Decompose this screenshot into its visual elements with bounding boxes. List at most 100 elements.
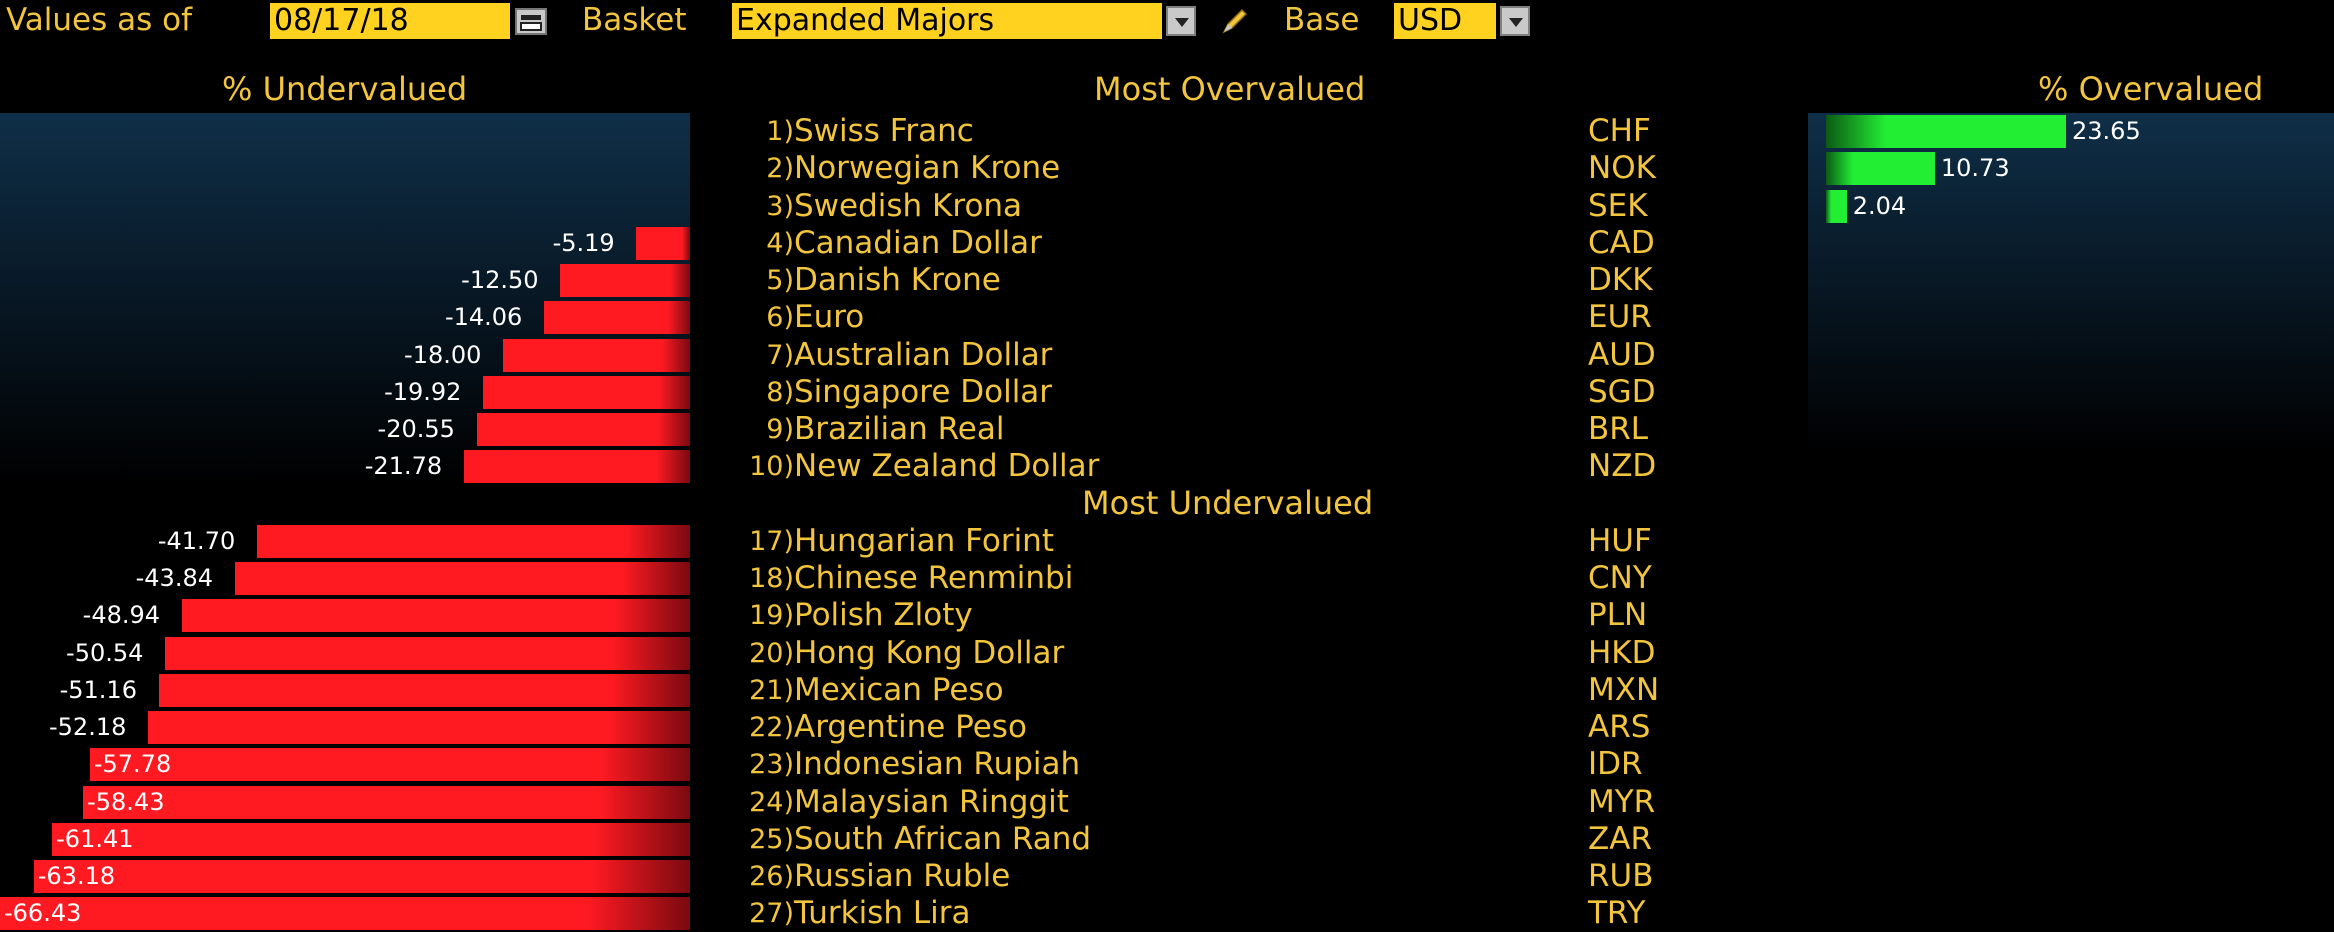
basket-select[interactable]: Expanded Majors bbox=[732, 3, 1162, 39]
currency-code: DKK bbox=[1588, 262, 1653, 298]
currency-name[interactable]: Euro bbox=[794, 299, 865, 336]
base-label: Base bbox=[1284, 2, 1360, 38]
currency-name[interactable]: Chinese Renminbi bbox=[794, 560, 1074, 596]
value-bar bbox=[89, 748, 690, 782]
most-overvalued-title: Most Overvalued bbox=[1094, 70, 1366, 108]
value-label: -41.70 bbox=[157, 526, 236, 555]
rank-label: 17) bbox=[749, 525, 794, 557]
rank-label: 2) bbox=[766, 153, 794, 185]
value-label: -66.43 bbox=[4, 899, 82, 928]
currency-name[interactable]: Swiss Franc bbox=[794, 113, 974, 149]
currency-code: MXN bbox=[1588, 671, 1660, 708]
currency-code: ZAR bbox=[1588, 820, 1652, 857]
toolbar: Values as of 08/17/18 Basket Expanded Ma… bbox=[0, 0, 2334, 44]
value-bar bbox=[560, 264, 690, 297]
rank-label: 21) bbox=[749, 674, 794, 706]
pencil-icon[interactable] bbox=[1218, 6, 1250, 38]
value-label: -52.18 bbox=[49, 713, 127, 741]
value-bar bbox=[256, 524, 690, 558]
value-label: -5.19 bbox=[552, 228, 615, 257]
value-bar bbox=[33, 860, 690, 893]
value-label: -43.84 bbox=[135, 564, 213, 592]
currency-code: CNY bbox=[1588, 560, 1652, 596]
value-label: -58.43 bbox=[87, 787, 165, 816]
value-bar bbox=[0, 897, 690, 931]
value-label: -61.41 bbox=[56, 824, 134, 853]
value-label: -63.18 bbox=[37, 862, 116, 890]
rank-label: 22) bbox=[749, 712, 794, 743]
currency-code: AUD bbox=[1588, 336, 1656, 373]
currency-code: ARS bbox=[1588, 709, 1651, 745]
currency-code: NZD bbox=[1588, 448, 1657, 485]
currency-name[interactable]: Russian Ruble bbox=[794, 858, 1011, 894]
rank-label: 9) bbox=[766, 414, 794, 445]
most-undervalued-title: Most Undervalued bbox=[1082, 483, 1374, 522]
currency-name[interactable]: Hong Kong Dollar bbox=[794, 634, 1065, 671]
currency-name[interactable]: Brazilian Real bbox=[794, 411, 1005, 447]
value-bar bbox=[52, 822, 690, 856]
value-label: -12.50 bbox=[461, 266, 539, 294]
basket-dropdown-button[interactable] bbox=[1166, 6, 1196, 36]
currency-name[interactable]: Polish Zloty bbox=[794, 597, 973, 634]
base-dropdown-button[interactable] bbox=[1500, 6, 1530, 36]
currency-name[interactable]: Swedish Krona bbox=[794, 187, 1023, 224]
currency-code: PLN bbox=[1588, 597, 1648, 634]
currency-code: RUB bbox=[1588, 858, 1654, 894]
calendar-icon[interactable] bbox=[514, 6, 548, 36]
value-label: -48.94 bbox=[82, 601, 161, 630]
value-bar bbox=[158, 673, 690, 707]
value-label: 2.04 bbox=[1852, 191, 1907, 220]
currency-name[interactable]: Mexican Peso bbox=[794, 671, 1004, 708]
currency-code: SGD bbox=[1588, 373, 1656, 410]
value-label: 23.65 bbox=[2072, 117, 2141, 145]
basket-label: Basket bbox=[582, 2, 687, 38]
value-bar bbox=[1826, 115, 2066, 148]
currency-code: CHF bbox=[1588, 113, 1651, 149]
base-select[interactable]: USD bbox=[1394, 3, 1496, 39]
value-bar bbox=[503, 338, 690, 372]
rank-label: 7) bbox=[766, 339, 794, 371]
currency-name[interactable]: Canadian Dollar bbox=[794, 224, 1042, 261]
currency-name[interactable]: Argentine Peso bbox=[794, 709, 1027, 745]
currency-name[interactable]: Danish Krone bbox=[794, 262, 1001, 298]
rank-label: 23) bbox=[749, 749, 794, 781]
currency-code: NOK bbox=[1588, 150, 1656, 187]
overvalued-header: % Overvalued bbox=[2038, 70, 2264, 108]
value-label: -51.16 bbox=[59, 675, 137, 704]
currency-name[interactable]: Indonesian Rupiah bbox=[794, 746, 1081, 783]
currency-name[interactable]: South African Rand bbox=[794, 820, 1092, 857]
rank-label: 3) bbox=[766, 190, 794, 222]
currency-name[interactable]: Singapore Dollar bbox=[794, 373, 1053, 410]
currency-name[interactable]: Norwegian Krone bbox=[794, 150, 1061, 187]
currency-code: IDR bbox=[1588, 746, 1643, 783]
date-field[interactable]: 08/17/18 bbox=[270, 3, 510, 39]
currency-name[interactable]: Australian Dollar bbox=[794, 336, 1053, 373]
currency-code: BRL bbox=[1588, 411, 1649, 447]
currency-name[interactable]: New Zealand Dollar bbox=[794, 448, 1100, 485]
value-label: -19.92 bbox=[384, 377, 462, 406]
value-bar bbox=[83, 785, 690, 819]
rank-label: 27) bbox=[749, 898, 794, 930]
rank-label: 19) bbox=[749, 600, 794, 632]
chevron-down-icon bbox=[1509, 18, 1523, 27]
rank-label: 6) bbox=[766, 302, 794, 334]
value-label: -57.78 bbox=[93, 750, 172, 779]
undervalued-header: % Undervalued bbox=[222, 70, 468, 108]
value-bar bbox=[181, 599, 690, 633]
currency-name[interactable]: Turkish Lira bbox=[794, 895, 971, 932]
currency-code: HUF bbox=[1588, 522, 1652, 559]
currency-code: MYR bbox=[1588, 783, 1656, 820]
currency-code: CAD bbox=[1588, 224, 1655, 261]
currency-name[interactable]: Hungarian Forint bbox=[794, 522, 1054, 559]
value-bar bbox=[148, 711, 690, 744]
value-bar bbox=[1826, 152, 1935, 186]
rank-label: 5) bbox=[766, 265, 794, 296]
rank-label: 1) bbox=[766, 116, 794, 147]
currency-name[interactable]: Malaysian Ringgit bbox=[794, 783, 1069, 820]
value-label: 10.73 bbox=[1940, 154, 2010, 183]
chevron-down-icon bbox=[1175, 18, 1189, 27]
currency-code: TRY bbox=[1588, 895, 1646, 932]
values-as-of-label: Values as of bbox=[6, 2, 193, 38]
value-label: -50.54 bbox=[66, 638, 144, 667]
rank-label: 24) bbox=[749, 786, 794, 818]
